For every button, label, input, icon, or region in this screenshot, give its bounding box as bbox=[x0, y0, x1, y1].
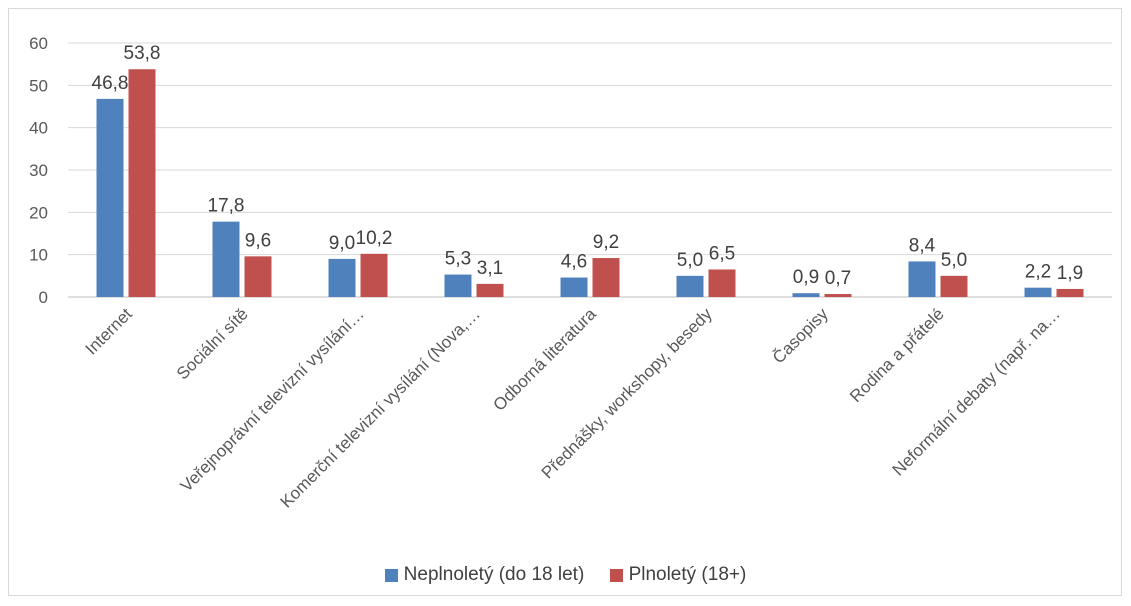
y-axis-ticks: 0 10 20 30 40 50 60 bbox=[29, 34, 48, 307]
legend-item-series-1: Neplnoletý (do 18 let) bbox=[384, 564, 585, 586]
data-label-series-1: 0,9 bbox=[793, 267, 819, 288]
data-label-series-2: 53,8 bbox=[124, 43, 161, 64]
data-label-series-1: 4,6 bbox=[561, 252, 587, 273]
x-tick-label: Veřejnoprávní televizní vysílání… bbox=[177, 304, 368, 495]
x-tick-label: Internet bbox=[82, 304, 136, 358]
bar-series-1 bbox=[212, 221, 240, 297]
y-tick-label: 20 bbox=[29, 203, 48, 222]
data-label-series-1: 5,3 bbox=[445, 249, 471, 270]
legend-label-series-2: Plnoletý (18+) bbox=[628, 564, 747, 585]
bar-series-2 bbox=[244, 256, 272, 297]
data-label-series-2: 9,2 bbox=[593, 232, 619, 253]
bar-series-2 bbox=[940, 275, 968, 297]
data-label-series-1: 2,2 bbox=[1025, 262, 1051, 283]
y-tick-label: 0 bbox=[39, 288, 48, 307]
legend-swatch-series-2 bbox=[609, 568, 623, 582]
x-tick-label: Časopisy bbox=[769, 304, 832, 367]
bar-series-1 bbox=[560, 277, 588, 297]
bar-series-1 bbox=[1024, 287, 1052, 297]
data-label-series-2: 5,0 bbox=[941, 250, 967, 271]
data-label-series-2: 3,1 bbox=[477, 258, 503, 279]
bar-series-2 bbox=[476, 283, 504, 297]
bar-series-1 bbox=[908, 261, 936, 297]
data-label-series-2: 0,7 bbox=[825, 268, 851, 289]
data-label-series-2: 9,6 bbox=[245, 230, 271, 251]
data-label-series-1: 17,8 bbox=[208, 196, 245, 217]
bar-series-1 bbox=[676, 275, 704, 297]
data-label-series-1: 46,8 bbox=[92, 73, 129, 94]
chart-frame bbox=[8, 8, 1122, 596]
gridlines bbox=[68, 42, 1112, 298]
bar-series-1 bbox=[96, 98, 124, 297]
y-tick-label: 30 bbox=[29, 161, 48, 180]
legend-item-series-2: Plnoletý (18+) bbox=[609, 564, 747, 586]
bar-chart: 0 10 20 30 40 50 60 46,8 53,8 17,89,6 9,0 10,2 5,3 3… bbox=[29, 34, 1112, 512]
legend: Neplnoletý (do 18 let) Plnoletý (18+) bbox=[0, 564, 1131, 588]
data-labels: 46,8 53,8 17,89,6 9,0 10,2 5,3 3,1 4,6 9,2 5,0 6,5… bbox=[92, 43, 1084, 289]
bar-series-2 bbox=[824, 294, 852, 297]
bars bbox=[96, 69, 1084, 297]
bar-series-1 bbox=[328, 258, 356, 297]
data-label-series-1: 9,0 bbox=[329, 233, 355, 254]
data-label-series-2: 6,5 bbox=[709, 243, 735, 264]
bar-series-2 bbox=[592, 258, 620, 297]
data-label-series-1: 5,0 bbox=[677, 250, 703, 271]
x-tick-label: Komerční televizní vysílání (Nova,… bbox=[277, 304, 484, 511]
bar-series-2 bbox=[708, 269, 736, 297]
bar-series-1 bbox=[792, 293, 820, 297]
y-tick-label: 50 bbox=[29, 76, 48, 95]
legend-swatch-series-1 bbox=[384, 568, 398, 582]
bar-series-2 bbox=[1056, 288, 1084, 297]
x-tick-label: Rodina a přátelé bbox=[846, 304, 948, 406]
data-label-series-2: 10,2 bbox=[356, 228, 393, 249]
x-tick-label: Sociální sítě bbox=[173, 304, 252, 383]
bar-series-2 bbox=[360, 253, 388, 297]
data-label-series-1: 8,4 bbox=[909, 235, 936, 256]
y-tick-label: 10 bbox=[29, 246, 48, 265]
y-tick-label: 60 bbox=[29, 34, 48, 53]
bar-series-1 bbox=[444, 274, 472, 297]
legend-label-series-1: Neplnoletý (do 18 let) bbox=[403, 564, 585, 585]
bar-series-2 bbox=[128, 69, 156, 297]
y-tick-label: 40 bbox=[29, 119, 48, 138]
data-label-series-2: 1,9 bbox=[1057, 263, 1083, 284]
x-tick-label: Odborná literatura bbox=[489, 304, 600, 415]
